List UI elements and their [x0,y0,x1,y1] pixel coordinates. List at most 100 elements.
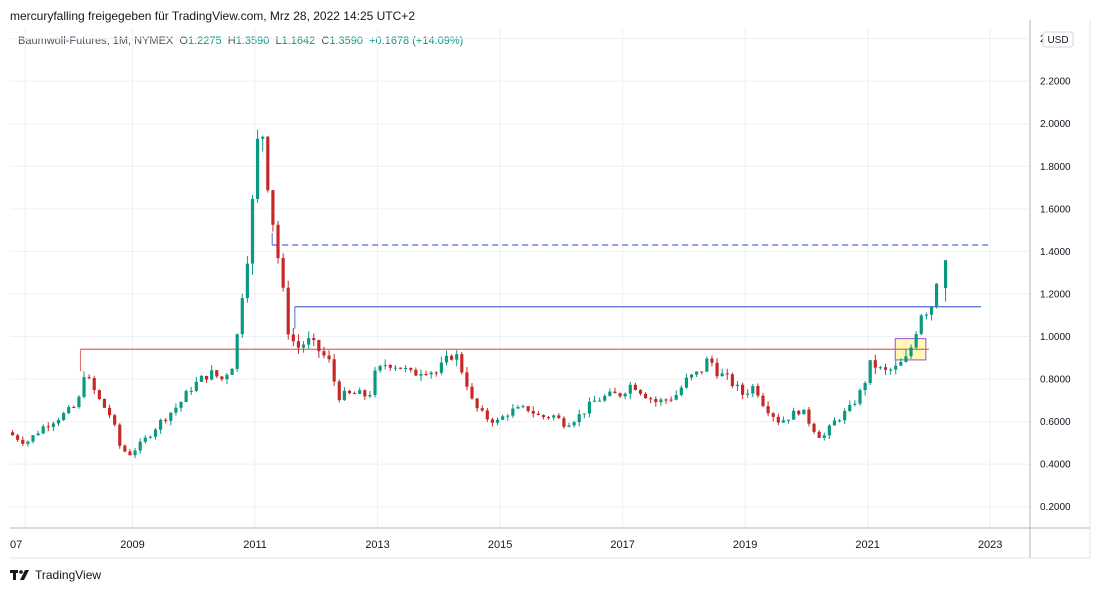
candle-body [654,399,658,403]
candle-body [899,361,903,366]
candle-body [296,341,301,348]
candle [587,397,592,418]
candle-body [526,406,530,412]
candle [608,388,612,397]
candle-body [327,355,331,360]
candle-body [659,399,663,403]
candle [792,407,796,420]
candle-body [245,263,249,299]
candle [82,371,86,399]
candle [582,413,586,419]
candle [562,416,566,429]
candle [113,413,117,427]
candle [526,405,530,413]
candle-body [444,355,449,363]
candle [490,417,495,427]
candle [77,394,81,409]
candle [516,404,520,409]
candle-body [516,406,520,409]
candle [235,333,239,372]
candle-body [536,413,540,416]
candle [393,365,398,372]
candle [312,333,316,347]
candle [552,414,556,421]
candle [31,434,35,444]
candle [567,422,571,428]
candle [174,403,178,416]
candle [332,354,336,386]
candle [169,412,173,426]
candle [266,135,270,193]
tradingview-logo-icon [10,570,29,580]
candle [26,440,30,447]
x-tick-label: 2017 [610,539,634,551]
candle-body [904,356,908,362]
candle [424,370,428,376]
candle-body [56,420,61,424]
candle-body [82,377,86,397]
candle-body [363,390,367,397]
x-tick-label: 2019 [733,539,757,551]
candle [128,448,132,456]
candle-body [398,367,403,369]
candle [148,435,152,440]
candle [756,383,760,398]
candle [904,349,908,363]
candle-body [531,411,535,414]
candle [618,392,622,399]
candle-body [613,391,617,394]
candle-body [307,338,311,345]
candle-body [669,399,673,401]
candle [388,364,392,371]
close-value: 1.3590 [329,35,363,47]
candle-body [102,398,107,408]
candle-body [562,418,566,427]
candle-body [567,425,571,427]
candle [689,373,694,381]
candle-body [771,413,775,417]
candle-body [700,371,704,373]
low-label: L [275,35,282,47]
level-lines[interactable] [79,233,991,372]
candle [832,417,837,426]
symbol-name[interactable]: Baumwoll-Futures, 1M, NYMEX [18,35,174,47]
currency-badge-frame [1042,31,1074,48]
x-tick-label: 07 [10,539,22,551]
candle [868,360,872,386]
candle-body [735,384,740,387]
candle [746,389,750,398]
candle [62,411,66,421]
candle-body [792,410,796,420]
candle-body [210,370,214,380]
candle-body [633,384,637,391]
candle [638,389,643,396]
candle [358,387,362,395]
candle-body [664,399,668,401]
y-tick-label: 1.8000 [1040,162,1071,173]
candle [16,433,20,442]
candle [776,413,780,426]
candle [521,404,525,409]
candle [373,366,377,398]
candle-body [179,402,183,408]
candle [256,129,260,203]
candle-body [434,372,438,374]
candle [276,220,280,264]
candle [153,427,158,440]
candle [710,355,714,367]
candle [628,381,632,400]
candle [827,424,831,440]
candle-body [797,410,801,415]
candle-body [220,376,224,380]
candle [853,400,857,407]
candle [613,387,617,394]
candle [271,189,275,232]
candle-body [256,138,260,199]
candle-body [746,393,750,395]
candle-body [843,410,847,421]
candle-body [761,395,765,407]
candle [434,371,438,377]
candle [541,414,546,420]
candle-body [455,354,459,360]
